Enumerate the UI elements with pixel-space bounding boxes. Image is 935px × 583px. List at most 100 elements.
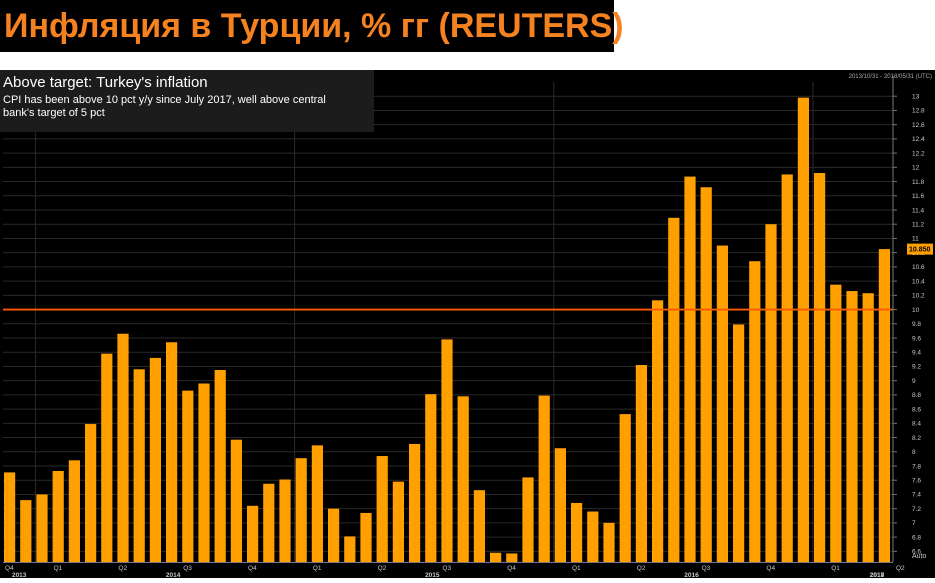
y-tick-label: 13 [912,94,920,101]
bar [733,324,745,562]
bar [830,284,842,562]
bar [765,224,777,562]
bar [133,369,145,562]
bar [182,390,194,562]
y-tick-label: 12 [912,165,920,172]
x-quarter-label: Q3 [183,565,192,572]
bar [473,490,485,562]
bar [376,456,388,562]
bar [68,460,80,562]
bar [409,443,421,562]
chart-panel: 6.6 6.8 7 7.2 7.4 7.6 7.8 8 8.2 8.4 8.6 8.8 9 9.2 9.4 9… [0,70,935,579]
y-tick-label: 8.2 [912,435,921,442]
x-quarter-label: Q1 [831,565,840,572]
inflation-chart: 6.6 6.8 7 7.2 7.4 7.6 7.8 8 8.2 8.4 8.6 8.8 9 9.2 9.4 9… [0,70,935,579]
bar [263,483,275,562]
x-year-label: 2016 [684,572,699,578]
x-quarter-label: Q4 [766,565,775,572]
y-axis: 6.6 6.8 7 7.2 7.4 7.6 7.8 8 8.2 8.4 8.6 8.8 9 9.2 9.4 9… [892,76,933,562]
y-tick-label: 7 [912,520,916,527]
bar [101,353,113,562]
y-tick-label: 8.6 [912,406,921,413]
x-year-label: 2013 [12,572,27,578]
chart-banner-title: Инфляция в Турции, % гг (REUTERS) [0,0,624,52]
bar [749,261,761,562]
bar [668,217,680,563]
bar [198,383,210,562]
x-quarter-label: Q1 [313,565,322,572]
bar [538,395,550,562]
y-tick-label: 7.2 [912,506,921,513]
bar [878,249,890,562]
x-quarter-label: Q1 [54,565,63,572]
x-quarter-label: Q4 [507,565,516,572]
bar [506,553,518,562]
bar [862,293,874,562]
y-tick-label: 9 [912,378,916,385]
y-tick-label: 9.4 [912,350,921,357]
bar [328,508,340,562]
y-tick-label: 9.6 [912,335,921,342]
y-tick-label: 9.2 [912,364,921,371]
x-quarter-label: Q4 [248,565,257,572]
y-tick-label: 6.6 [912,549,921,556]
bar [247,505,259,562]
x-year-label: 2017 [870,572,885,578]
x-quarter-label: Q2 [637,565,646,572]
x-axis: Q4 Q1 Q2 Q3 Q4 Q1 Q2 Q3 Q4 Q1 Q2 Q3 Q4 Q1 Q2 2013 2014 20… [3,562,905,579]
y-tick-label: 7.6 [912,478,921,485]
bar [587,511,599,562]
y-tick-label: 10.4 [912,278,925,285]
bar [457,396,469,562]
chart-title: Above target: Turkey's inflation [3,74,208,91]
y-tick-label: 10 [912,307,920,314]
last-value-label: 10.850 [909,247,931,254]
bar [279,479,291,562]
y-tick-label: 12.8 [912,108,925,115]
y-tick-label: 12.2 [912,150,925,157]
chart-subtitle-line-1: CPI has been above 10 pct y/y since July… [3,94,326,106]
x-quarter-label: Q2 [378,565,387,572]
y-tick-label: 11.4 [912,207,925,214]
x-quarter-label: Q3 [442,565,451,572]
x-quarter-label: Q2 [896,565,905,572]
bar [4,472,16,562]
title-box [0,70,374,132]
y-tick-label: 7.4 [912,492,921,499]
y-tick-label: 11.2 [912,222,925,229]
bar [36,494,48,562]
y-tick-label: 10.6 [912,264,925,271]
bar [797,97,809,562]
bar [344,536,356,562]
bar [441,339,453,562]
auto-label: Auto [912,553,927,560]
bar [490,552,502,562]
bar [603,522,615,562]
y-tick-label: 12.4 [912,136,925,143]
bar [295,458,307,562]
bar [85,424,97,562]
x-year-label: 2015 [425,572,440,578]
bar [149,357,161,562]
y-tick-label: 8.8 [912,392,921,399]
bar [166,342,178,562]
bar [425,394,437,562]
bar [311,445,323,562]
bar [20,500,32,562]
bar [635,365,647,562]
x-quarter-label: Q4 [5,565,14,572]
bar [814,173,826,562]
bar [554,448,566,562]
y-tick-label: 8.4 [912,421,921,428]
bar [700,187,712,562]
x-quarter-label: Q3 [702,565,711,572]
bar [716,245,728,563]
bar [230,439,242,562]
y-tick-label: 11.6 [912,193,925,200]
y-tick-label: 7.8 [912,463,921,470]
bar [360,512,372,562]
bar [619,414,631,562]
bar [117,333,129,562]
x-year-label: 2014 [166,572,181,578]
y-tick-label: 8 [912,449,916,456]
